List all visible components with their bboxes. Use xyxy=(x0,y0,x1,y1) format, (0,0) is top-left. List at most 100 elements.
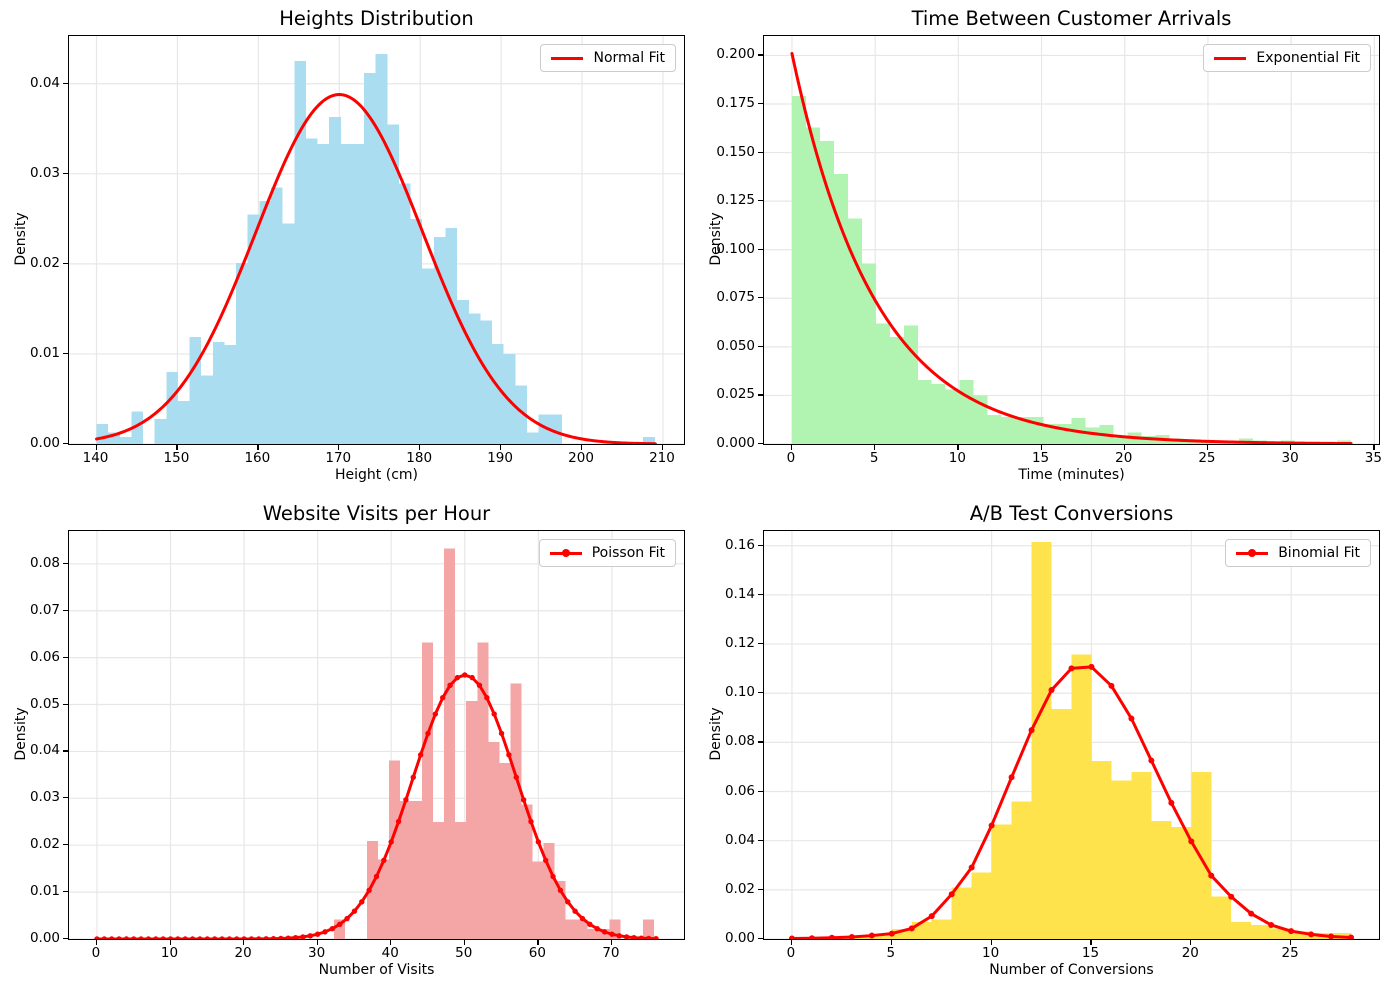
x-tick-label: 0 xyxy=(91,945,101,961)
fit-marker xyxy=(307,933,313,939)
fit-marker xyxy=(550,873,556,880)
y-tick-mark xyxy=(758,839,763,841)
histogram-bar xyxy=(587,929,599,939)
y-tick-label: 0.04 xyxy=(29,74,60,91)
histogram-bar xyxy=(791,96,806,444)
y-tick-label: 0.000 xyxy=(716,435,755,451)
y-tick-mark xyxy=(758,394,763,396)
x-tick-mark xyxy=(463,940,465,945)
fit-marker xyxy=(292,934,299,939)
histogram-bar xyxy=(1001,416,1016,444)
y-tick-label: 0.02 xyxy=(29,254,60,271)
fit-marker xyxy=(197,936,203,939)
histogram-bar xyxy=(971,872,992,939)
fit-marker xyxy=(948,891,955,898)
histogram-bar xyxy=(1171,827,1192,939)
x-tick-label: 5 xyxy=(886,945,896,961)
x-tick-label: 15 xyxy=(1081,945,1100,961)
histogram-bar xyxy=(201,375,213,444)
y-tick-label: 0.150 xyxy=(716,143,755,160)
histogram-bar xyxy=(466,701,478,939)
x-tick-mark xyxy=(661,445,664,450)
histogram-bar xyxy=(477,642,489,939)
fit-marker xyxy=(440,695,446,701)
fit-curve xyxy=(790,51,1353,444)
histogram-bar xyxy=(532,861,544,939)
histogram-bar xyxy=(457,299,469,444)
histogram-bar xyxy=(398,183,411,444)
histogram-bar xyxy=(1151,821,1172,939)
x-tick-mark xyxy=(95,445,97,450)
y-tick-label: 0.00 xyxy=(724,930,755,946)
histogram-bar xyxy=(422,642,434,939)
legend-marker-dot xyxy=(1248,549,1257,557)
histogram-bar xyxy=(189,336,202,444)
x-tick-label: 10 xyxy=(160,945,179,961)
x-tick-label: 60 xyxy=(528,945,546,961)
y-tick-label: 0.02 xyxy=(724,880,755,897)
y-tick-mark xyxy=(63,891,68,893)
x-tick-label: 70 xyxy=(602,945,620,961)
y-tick-mark xyxy=(758,54,763,56)
x-tick-mark xyxy=(537,940,539,945)
fit-marker xyxy=(565,899,571,905)
x-tick-mark xyxy=(338,445,340,450)
fit-marker xyxy=(484,695,490,701)
x-tick-label: 35 xyxy=(1364,450,1382,466)
legend-line-swatch xyxy=(551,56,584,60)
histogram-bar xyxy=(154,418,167,444)
fit-marker xyxy=(631,934,637,939)
subplot-heights-distribution: Heights Distribution Density Normal Fit … xyxy=(0,0,694,495)
y-tick-mark xyxy=(758,103,763,105)
histogram-bar xyxy=(389,760,401,939)
histogram-bar xyxy=(224,344,237,444)
x-tick-label: 10 xyxy=(982,945,1000,961)
legend-label: Poisson Fit xyxy=(591,545,665,561)
fit-marker xyxy=(447,682,453,689)
y-tick-mark xyxy=(758,593,763,596)
histogram-bar xyxy=(433,821,445,939)
y-tick-label: 0.07 xyxy=(29,601,60,618)
histogram-bar xyxy=(875,323,890,444)
y-tick-label: 0.200 xyxy=(716,46,755,63)
fit-marker xyxy=(968,864,975,871)
fit-marker xyxy=(542,857,549,863)
x-tick-label: 0 xyxy=(786,450,796,466)
histogram-bar xyxy=(455,821,467,939)
y-tick-mark xyxy=(63,750,68,752)
fit-marker xyxy=(1308,931,1315,938)
plot-canvas xyxy=(69,531,684,939)
y-tick-label: 0.00 xyxy=(29,930,60,946)
fit-marker xyxy=(1228,893,1235,900)
x-tick-mark xyxy=(1290,445,1292,450)
y-tick-label: 0.075 xyxy=(716,289,755,306)
x-tick-label: 0 xyxy=(786,945,796,961)
legend-line-swatch xyxy=(1236,549,1269,557)
x-tick-label: 170 xyxy=(325,450,352,466)
fit-marker xyxy=(410,774,416,780)
y-tick-label: 0.100 xyxy=(716,240,755,257)
fit-marker xyxy=(1048,687,1055,694)
fit-marker xyxy=(359,899,365,905)
fit-marker xyxy=(888,930,895,937)
y-tick-mark xyxy=(758,200,763,202)
y-tick-mark xyxy=(758,544,763,546)
y-axis-label: Density xyxy=(708,212,724,266)
histogram-bar xyxy=(492,344,504,444)
fit-marker xyxy=(417,752,424,758)
y-tick-mark xyxy=(63,938,68,940)
plot-canvas xyxy=(69,36,684,444)
fit-marker xyxy=(594,925,600,932)
fit-marker xyxy=(1008,774,1015,781)
histogram-bar xyxy=(1271,928,1292,939)
fit-marker xyxy=(248,936,255,939)
fit-marker xyxy=(1208,872,1215,879)
x-tick-mark xyxy=(1373,445,1375,450)
x-tick-label: 190 xyxy=(487,450,513,466)
y-tick-mark xyxy=(758,151,763,153)
histogram-bar xyxy=(1011,801,1032,939)
x-tick-mark xyxy=(316,940,318,945)
y-tick-label: 0.01 xyxy=(29,344,60,361)
histogram-bar xyxy=(1211,896,1232,939)
histogram-bar xyxy=(387,124,399,444)
